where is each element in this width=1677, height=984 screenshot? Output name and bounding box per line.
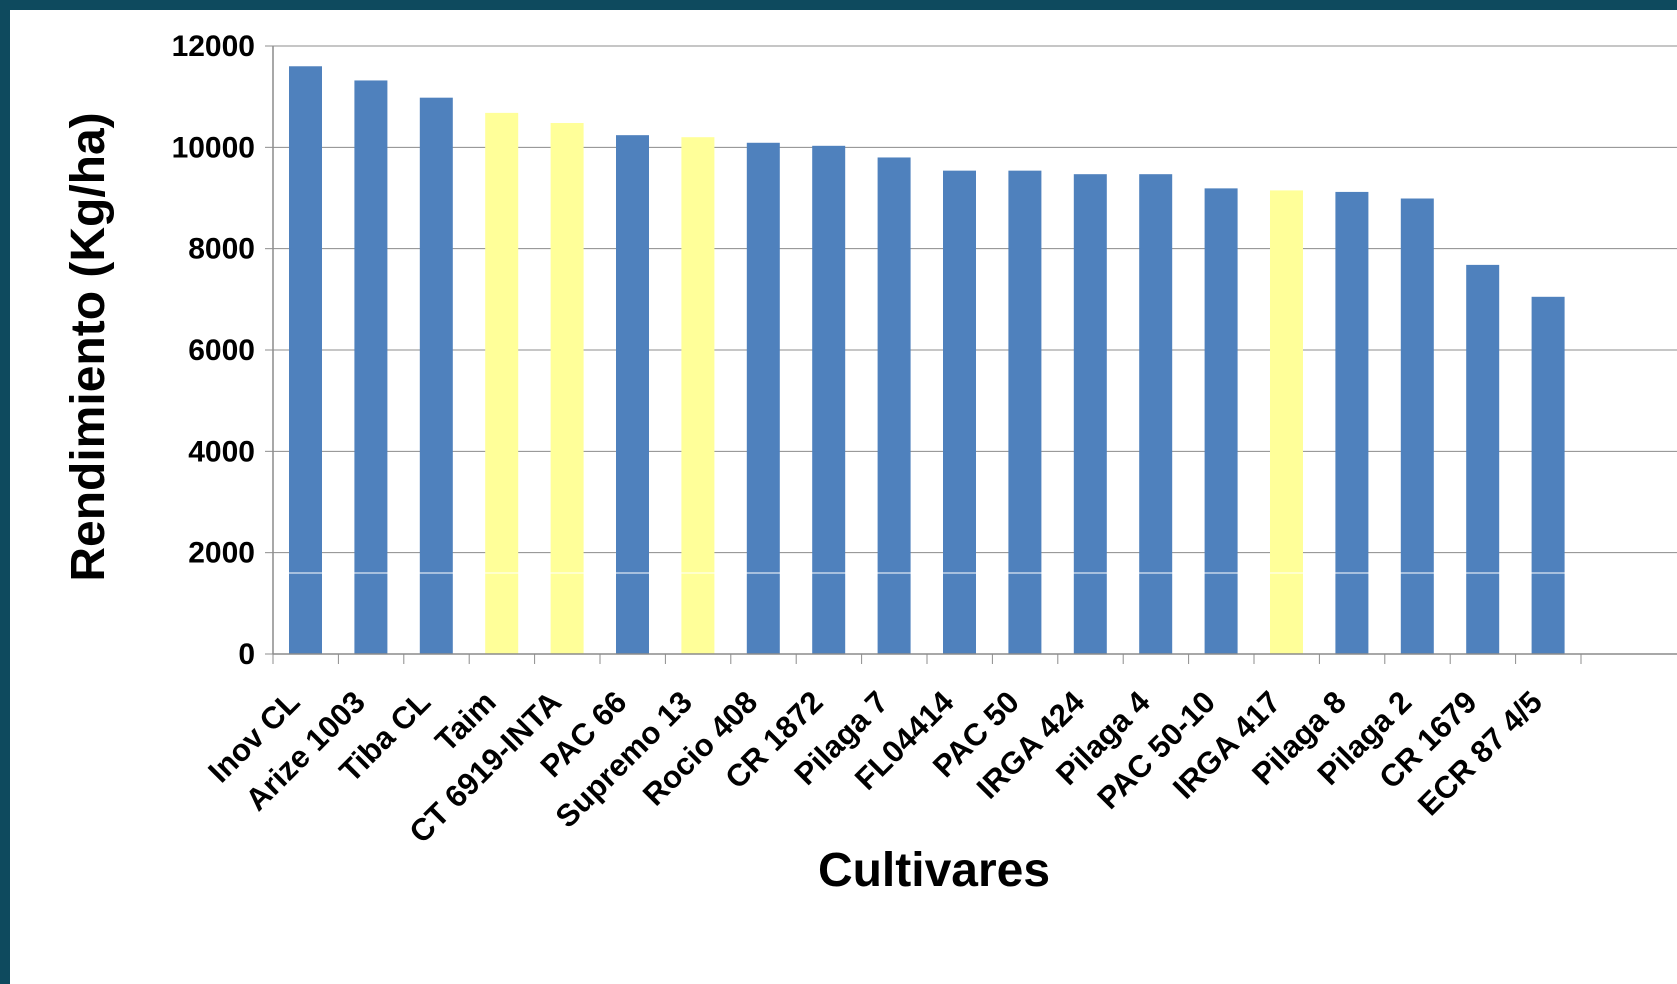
y-axis-title: Rendimiento (Kg/ha)	[62, 112, 115, 581]
bar-ct-6919-inta	[550, 123, 584, 655]
y-tick-label: 4000	[188, 435, 255, 468]
bar-irga-424	[1073, 174, 1107, 655]
bar-chart: 0 2000 4000 6000 8000 10000 12000 Inov CLArize…	[62, 30, 1677, 897]
bar-pac-50	[1008, 170, 1042, 654]
bar-tiba-cl	[419, 97, 453, 655]
bar-pilaga-7	[877, 157, 911, 654]
bar-cr-1872	[812, 145, 846, 654]
y-tick-label: 10000	[172, 131, 255, 164]
bar-rocio-408	[746, 142, 780, 655]
slide-frame: 0 2000 4000 6000 8000 10000 12000 Inov CL Arize…	[10, 10, 1677, 984]
bar-taim	[485, 112, 519, 654]
bar-supremo-13	[681, 137, 715, 654]
bar-pac-50-10	[1204, 188, 1238, 654]
bar-inov-cl	[289, 66, 322, 654]
bar-irga-417	[1270, 190, 1303, 654]
bar-pilaga-2	[1400, 198, 1434, 655]
y-tick-label: 12000	[172, 30, 255, 63]
bars	[273, 66, 1677, 655]
bar-arize-1003	[354, 80, 388, 655]
x-axis-title: Cultivares	[818, 844, 1050, 897]
bar-fl04414	[943, 170, 976, 654]
y-tick-label: 8000	[188, 233, 255, 266]
bar-pilaga-8	[1335, 191, 1369, 655]
axes	[265, 45, 1677, 664]
bar-pilaga-4	[1139, 174, 1173, 655]
bar-pac-66	[616, 135, 649, 654]
y-tick-label: 2000	[188, 537, 255, 570]
y-tick-labels: 0 2000 4000 6000 8000 10000 12000	[172, 30, 255, 671]
bar-cr-1679	[1466, 264, 1500, 654]
y-tick-label: 6000	[188, 334, 255, 367]
bar-ecr-87-4-5	[1531, 296, 1565, 654]
y-tick-label: 0	[238, 638, 255, 671]
